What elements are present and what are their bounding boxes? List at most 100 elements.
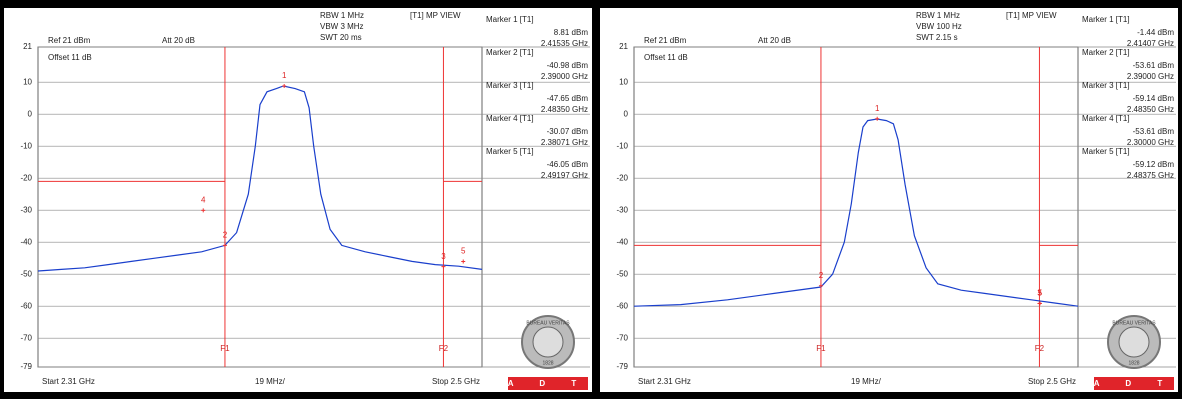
y-tick-label: -70 bbox=[20, 333, 32, 342]
marker-plot-label: 1 bbox=[282, 71, 287, 80]
marker-name: Marker 3 [T1] bbox=[486, 81, 534, 90]
marker-point bbox=[282, 84, 287, 89]
marker-level: -1.44 dBm bbox=[1137, 28, 1174, 37]
logo-brand-bar bbox=[508, 377, 588, 390]
y-tick-label: -40 bbox=[616, 237, 628, 246]
marker-freq: 2.38071 GHz bbox=[541, 138, 588, 147]
marker-freq: 2.39000 GHz bbox=[541, 72, 588, 81]
marker-name: Marker 2 [T1] bbox=[486, 48, 534, 57]
marker-freq: 2.41535 GHz bbox=[541, 39, 588, 48]
y-tick-label: -79 bbox=[20, 362, 32, 371]
y-tick-label: -10 bbox=[616, 141, 628, 150]
swt: SWT 2.15 s bbox=[916, 33, 958, 42]
marker-plot-label: 1 bbox=[875, 104, 880, 113]
panel-background bbox=[4, 8, 592, 392]
y-tick-label: 10 bbox=[619, 77, 628, 86]
y-tick-label: -40 bbox=[20, 237, 32, 246]
logo-badge-text: BUREAU VERITAS bbox=[1112, 320, 1156, 326]
marker-plot-label: 3 bbox=[1037, 289, 1042, 298]
span-label: 19 MHz/ bbox=[255, 377, 286, 386]
marker-point bbox=[1038, 301, 1043, 306]
view: [T1] MP VIEW bbox=[1006, 11, 1057, 20]
marker-freq: 2.48375 GHz bbox=[1127, 171, 1174, 180]
marker-freq: 2.49197 GHz bbox=[541, 171, 588, 180]
trace bbox=[633, 118, 1079, 307]
marker-plot-label: 5 bbox=[461, 247, 466, 256]
marker-name: Marker 5 [T1] bbox=[486, 147, 534, 156]
marker-name: Marker 1 [T1] bbox=[1082, 15, 1130, 24]
panel: RBW 1 MHz VBW 100 Hz SWT 2.15 s [T1] MP VIE… bbox=[600, 8, 1178, 392]
vbw: VBW 100 Hz bbox=[916, 22, 962, 31]
marker-plot-label: 2 bbox=[819, 271, 824, 280]
marker-level: -40.98 dBm bbox=[547, 61, 589, 70]
y-tick-label: -70 bbox=[616, 333, 628, 342]
marker-name: Marker 3 [T1] bbox=[1082, 81, 1130, 90]
vbw: VBW 3 MHz bbox=[320, 22, 364, 31]
marker-level: -59.12 dBm bbox=[1133, 160, 1175, 169]
marker-plot-label: 2 bbox=[223, 230, 228, 239]
swt: SWT 20 ms bbox=[320, 33, 362, 42]
offset: Offset 11 dB bbox=[644, 53, 688, 62]
marker-plot-label: 5 bbox=[1038, 288, 1043, 297]
marker-freq: 2.48350 GHz bbox=[1127, 105, 1174, 114]
start-label: Start 2.31 GHz bbox=[638, 377, 691, 386]
ref: Ref 21 dBm bbox=[48, 36, 91, 45]
marker-point bbox=[818, 283, 823, 288]
panel: RBW 1 MHz VBW 3 MHz SWT 20 ms [T1] MP VIEW R… bbox=[4, 8, 592, 392]
marker-plot-label: 3 bbox=[441, 252, 446, 261]
freq-line-label: F2 bbox=[1035, 344, 1045, 353]
marker-name: Marker 1 [T1] bbox=[486, 15, 534, 24]
marker-freq: 2.48350 GHz bbox=[541, 105, 588, 114]
marker-freq: 2.41407 GHz bbox=[1127, 39, 1174, 48]
marker-plot-label: 4 bbox=[201, 196, 206, 205]
y-tick-label: -30 bbox=[616, 205, 628, 214]
trace bbox=[37, 85, 483, 272]
y-tick-label: -50 bbox=[20, 269, 32, 278]
y-tick-label: 0 bbox=[624, 109, 629, 118]
logo-brand: A D T bbox=[508, 379, 589, 388]
marker-level: -59.14 dBm bbox=[1133, 94, 1175, 103]
panel-background bbox=[600, 8, 1178, 392]
offset: Offset 11 dB bbox=[48, 53, 92, 62]
y-tick-label: -30 bbox=[20, 205, 32, 214]
start-label: Start 2.31 GHz bbox=[42, 377, 95, 386]
logo-brand-bar bbox=[1094, 377, 1174, 390]
freq-line-label: F2 bbox=[439, 344, 449, 353]
marker-point bbox=[441, 264, 446, 269]
logo-year: 1828 bbox=[1128, 360, 1139, 366]
marker-name: Marker 4 [T1] bbox=[486, 114, 534, 123]
y-tick-label: -60 bbox=[20, 301, 32, 310]
span-label: 19 MHz/ bbox=[851, 377, 882, 386]
marker-name: Marker 2 [T1] bbox=[1082, 48, 1130, 57]
rbw: RBW 1 MHz bbox=[916, 11, 960, 20]
logo-badge-inner bbox=[1118, 326, 1150, 358]
att: Att 20 dB bbox=[758, 36, 791, 45]
marker-level: -46.05 dBm bbox=[547, 160, 589, 169]
marker-point bbox=[461, 259, 466, 264]
marker-freq: 2.30000 GHz bbox=[1127, 138, 1174, 147]
logo-badge-inner bbox=[532, 326, 564, 358]
logo-brand: A D T bbox=[1094, 379, 1175, 388]
y-tick-label: -20 bbox=[20, 173, 32, 182]
marker-name: Marker 5 [T1] bbox=[1082, 147, 1130, 156]
marker-level: -47.65 dBm bbox=[547, 94, 589, 103]
y-tick-label: -79 bbox=[616, 362, 628, 371]
y-tick-label: -10 bbox=[20, 141, 32, 150]
stop-label: Stop 2.5 GHz bbox=[432, 377, 480, 386]
marker-point bbox=[201, 208, 206, 213]
freq-line-label: F1 bbox=[816, 344, 826, 353]
y-tick-label: -20 bbox=[616, 173, 628, 182]
att: Att 20 dB bbox=[162, 36, 195, 45]
logo-badge-text: BUREAU VERITAS bbox=[526, 320, 570, 326]
y-tick-label: -60 bbox=[616, 301, 628, 310]
rbw: RBW 1 MHz bbox=[320, 11, 364, 20]
marker-name: Marker 4 [T1] bbox=[1082, 114, 1130, 123]
freq-line-label: F1 bbox=[220, 344, 230, 353]
y-tick-label: -50 bbox=[616, 269, 628, 278]
stop-label: Stop 2.5 GHz bbox=[1028, 377, 1076, 386]
ref: Ref 21 dBm bbox=[644, 36, 687, 45]
marker-point bbox=[875, 116, 880, 121]
marker-level: -30.07 dBm bbox=[547, 127, 589, 136]
y-tick-label: 21 bbox=[619, 42, 628, 51]
